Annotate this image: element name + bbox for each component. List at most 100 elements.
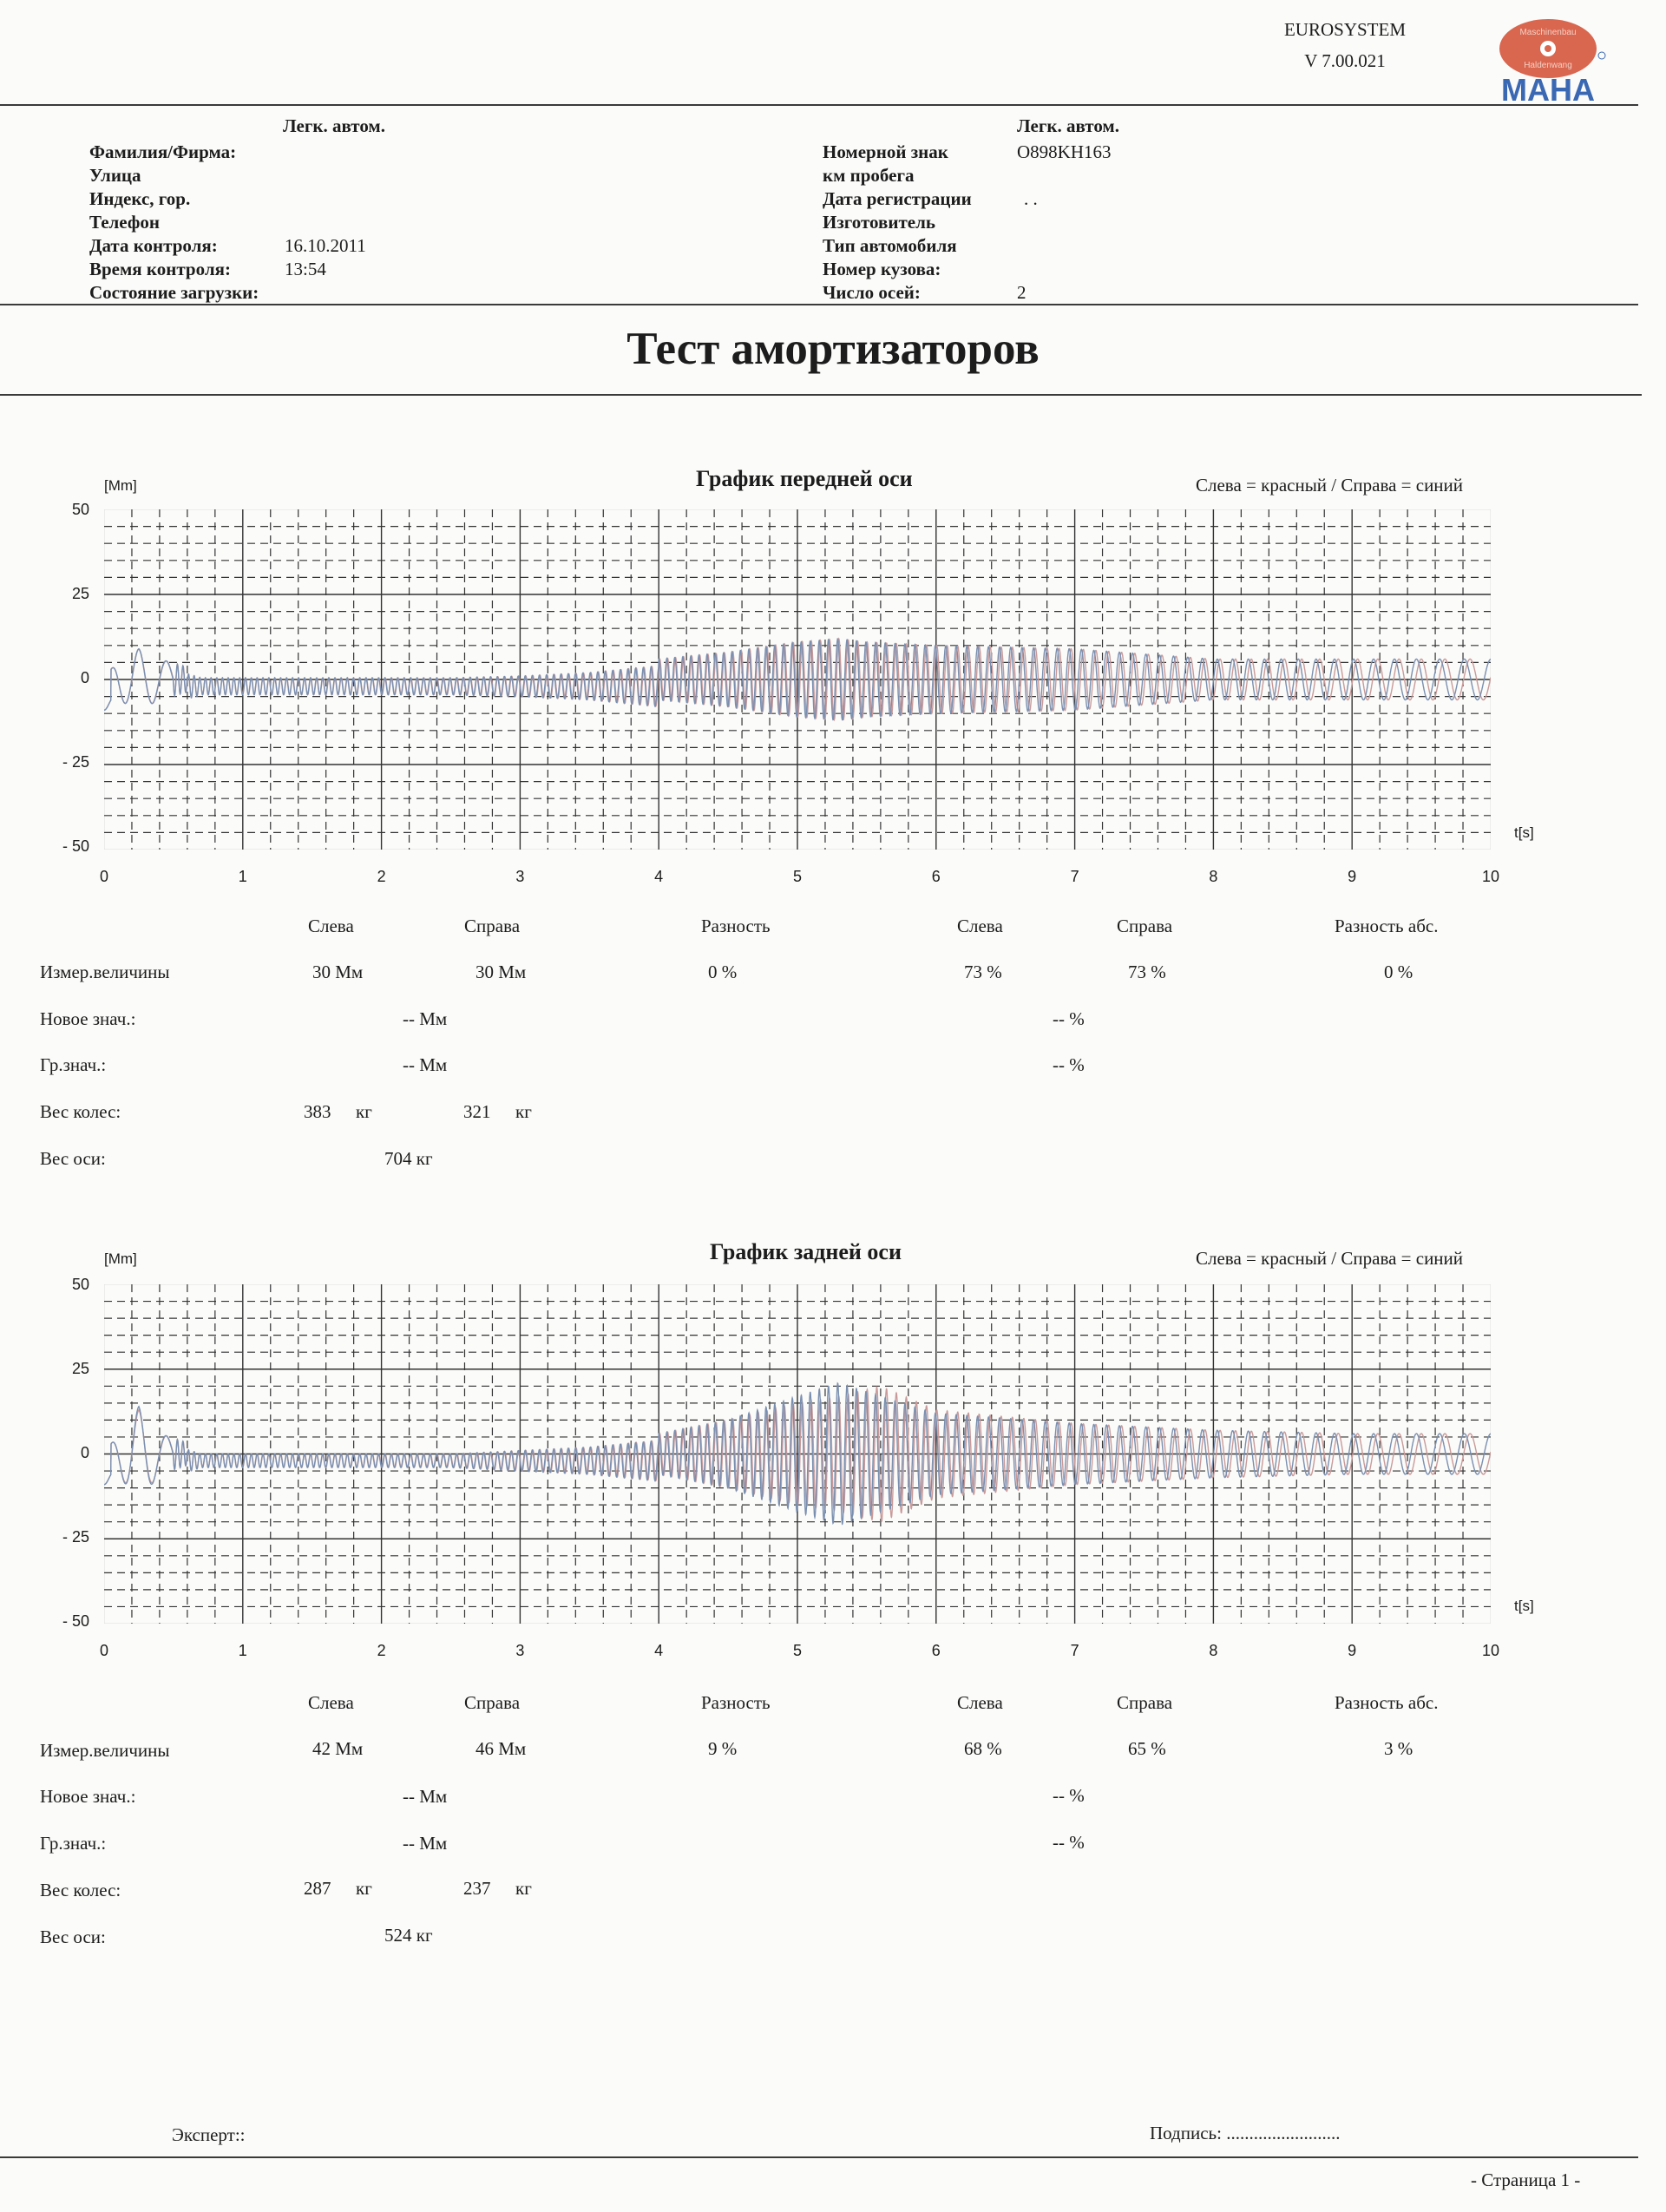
chart-title: График передней оси [696,466,913,491]
chart-plot [104,1284,1491,1624]
new-value-mm: -- Мм [403,1786,448,1807]
x-tick: 4 [654,1642,664,1659]
x-tick: 10 [1481,868,1500,885]
y-tick: 0 [80,1444,89,1461]
limit-value-pct: -- % [1053,1832,1085,1853]
footer-divider [0,2156,1638,2158]
front-axle-chart [104,509,1491,850]
field-label-axle-count: Число осей: [823,282,921,303]
x-axis-unit: t[s] [1514,824,1534,841]
axle-weight-value: 704 кг [384,1148,433,1169]
row-label-new-value: Новое знач.: [40,1786,136,1807]
x-tick: 10 [1481,1642,1500,1659]
y-tick: - 50 [62,837,89,855]
measured-right-mm: 30 Мм [476,962,527,982]
y-tick: - 50 [62,1612,89,1630]
field-value-plate: O898KH163 [1017,141,1112,162]
new-value-mm: -- Мм [403,1008,448,1029]
wheel-weight-right-unit: кг [515,1878,532,1899]
limit-value-mm: -- Мм [403,1833,448,1854]
col-header-abs-difference: Разность абс. [1335,1692,1439,1713]
signature-field: Подпись: ......................... [1150,2123,1341,2143]
field-label-mileage: км пробега [823,165,915,186]
col-header-abs-difference: Разность абс. [1335,916,1439,936]
x-tick: 0 [99,1642,108,1659]
x-tick: 0 [99,868,108,885]
x-tick: 5 [792,1642,802,1659]
x-tick: 1 [238,868,247,885]
x-tick: 6 [931,1642,941,1659]
x-tick: 8 [1209,868,1218,885]
y-tick: - 25 [62,753,89,771]
right-trace [104,637,1491,721]
y-tick: - 25 [62,1528,89,1546]
measured-abs-difference: 3 % [1384,1738,1413,1759]
right-trace [104,1382,1491,1526]
wheel-weight-left-unit: кг [356,1878,372,1899]
x-axis-unit: t[s] [1514,1598,1534,1614]
measured-left-mm: 42 Мм [312,1738,364,1759]
field-label-control-date: Дата контроля: [89,235,218,256]
y-axis-unit: [Mm] [104,477,137,494]
y-tick: 50 [71,1276,89,1293]
col-header-difference: Разность [701,1692,771,1713]
col-header-left-mm: Слева [308,916,354,936]
field-value-axle-count: 2 [1017,282,1026,303]
header-divider-top [0,104,1638,106]
x-tick: 2 [377,1642,386,1659]
row-label-limit-value: Гр.знач.: [40,1054,107,1075]
y-tick: 0 [80,669,89,686]
page-title: Тест амортизаторов [626,324,1040,374]
brand-version: V 7.00.021 [1304,50,1386,71]
x-tick: 3 [515,868,525,885]
svg-text:Maschinenbau: Maschinenbau [1519,28,1576,37]
x-axis-ticks: 0 1 2 3 4 5 6 7 8 9 10 [0,868,1666,889]
field-label-load-state: Состояние загрузки: [89,282,259,303]
maha-logo-icon: Maschinenbau Haldenwang MAHA [1499,19,1606,102]
row-label-axle-weight: Вес оси: [40,1926,106,1947]
field-label-phone: Телефон [89,212,161,233]
field-label-index-city: Индекс, гор. [89,188,191,209]
field-label-body-number: Номер кузова: [823,259,941,279]
col-header-right-pct: Справа [1117,916,1173,936]
row-label-new-value: Новое знач.: [40,1008,136,1029]
right-category: Легк. автом. [1017,115,1119,136]
x-tick: 7 [1070,1642,1079,1659]
field-label-vehicle-type: Тип автомобиля [823,235,957,256]
measured-left-pct: 73 % [964,962,1002,982]
svg-text:MAHA: MAHA [1501,72,1595,102]
row-label-axle-weight: Вес оси: [40,1148,106,1169]
measured-left-mm: 30 Мм [312,962,364,982]
col-header-difference: Разность [701,916,771,936]
wheel-weight-right-unit: кг [515,1101,532,1122]
measured-difference: 9 % [708,1738,738,1759]
x-tick: 6 [931,868,941,885]
x-tick: 5 [792,868,802,885]
new-value-pct: -- % [1053,1785,1085,1806]
measured-right-pct: 73 % [1128,962,1166,982]
chart-legend: Слева = красный / Справа = синий [1196,1248,1464,1269]
y-axis-unit: [Mm] [104,1250,137,1267]
field-label-manufacturer: Изготовитель [823,212,935,233]
field-value-registration-date: . . [1024,188,1038,209]
x-tick: 3 [515,1642,525,1659]
chart-title: График задней оси [710,1239,902,1264]
x-tick: 9 [1348,1642,1357,1659]
field-label-name: Фамилия/Фирма: [89,141,237,162]
x-tick: 7 [1070,868,1079,885]
field-value-control-date: 16.10.2011 [285,235,366,256]
title-divider [0,394,1642,396]
row-label-measured: Измер.величины [40,962,170,982]
row-label-wheel-weight: Вес колес: [40,1880,121,1900]
col-header-left-pct: Слева [957,916,1003,936]
x-tick: 1 [238,1642,247,1659]
col-header-left-mm: Слева [308,1692,354,1713]
measured-abs-difference: 0 % [1384,962,1413,982]
y-tick: 25 [71,1360,89,1377]
x-tick: 4 [654,868,664,885]
col-header-left-pct: Слева [957,1692,1003,1713]
page-number: - Страница 1 - [1471,2169,1581,2190]
field-label-plate: Номерной знак [823,141,948,162]
brand-block: EUROSYSTEM V 7.00.021 [1276,14,1414,76]
brand-name: EUROSYSTEM [1283,19,1407,40]
